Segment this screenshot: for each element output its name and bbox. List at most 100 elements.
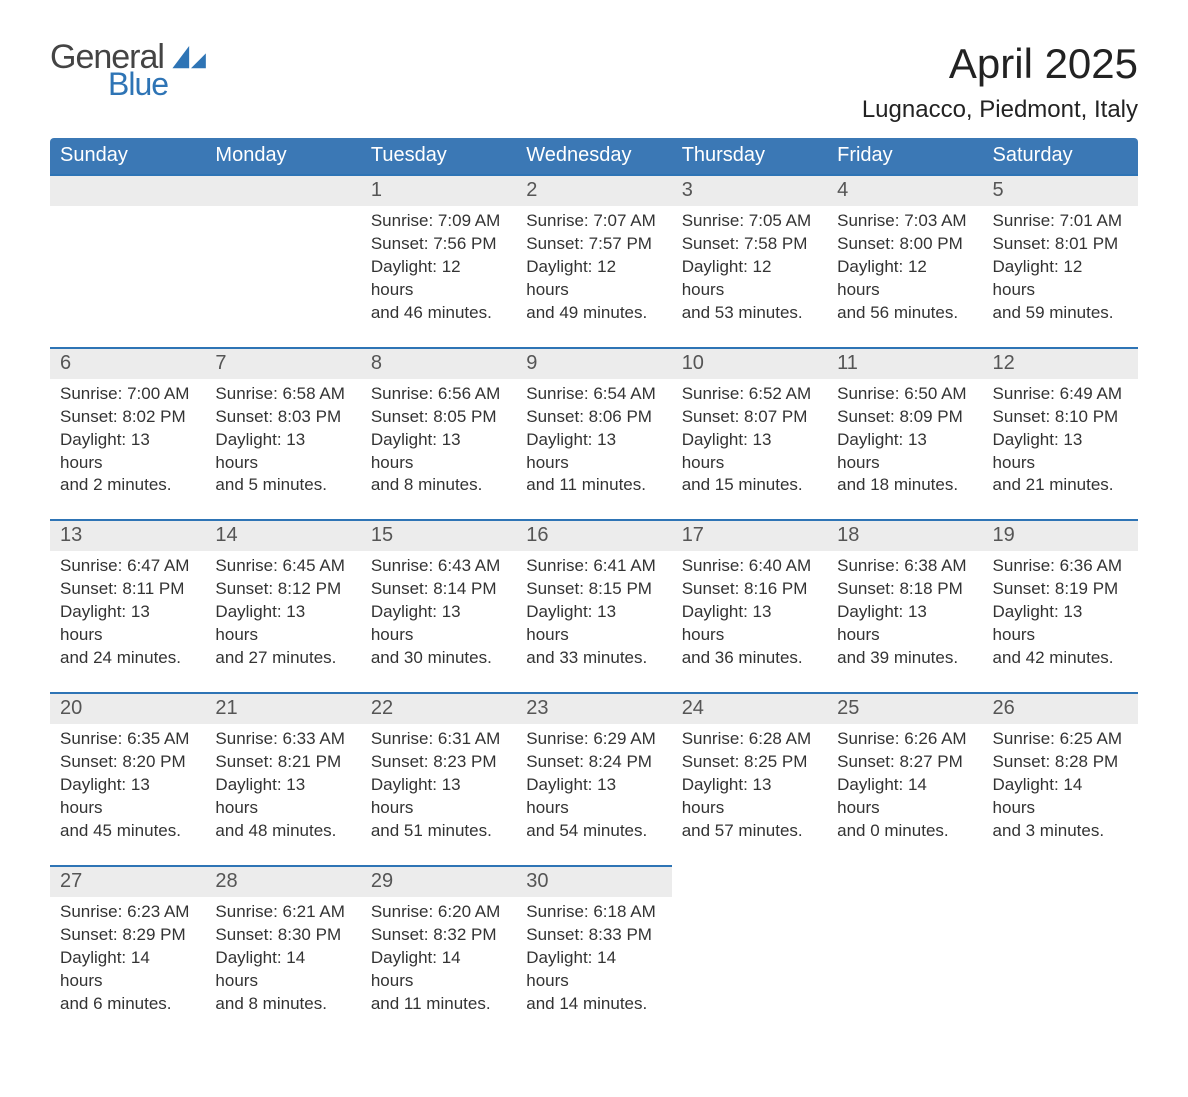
daylight-line: Daylight: 12 hoursand 49 minutes. [526,256,661,325]
sunrise-line: Sunrise: 6:23 AM [60,901,195,924]
day-details: Sunrise: 6:28 AMSunset: 8:25 PMDaylight:… [682,728,817,843]
sunset-line: Sunset: 8:12 PM [215,578,350,601]
sunrise-line: Sunrise: 6:40 AM [682,555,817,578]
daylight-line: Daylight: 13 hoursand 21 minutes. [993,429,1128,498]
day-details: Sunrise: 7:09 AMSunset: 7:56 PMDaylight:… [371,210,506,325]
day-number: 29 [371,870,393,892]
sunset-line: Sunset: 8:29 PM [60,924,195,947]
calendar-day: 10Sunrise: 6:52 AMSunset: 8:07 PMDayligh… [672,347,827,520]
day-number: 3 [682,179,693,201]
sunrise-line: Sunrise: 6:47 AM [60,555,195,578]
sunset-line: Sunset: 8:10 PM [993,406,1128,429]
weekday-header-row: SundayMondayTuesdayWednesdayThursdayFrid… [50,138,1138,174]
sunset-line: Sunset: 8:02 PM [60,406,195,429]
sunset-line: Sunset: 8:09 PM [837,406,972,429]
weekday-header: Friday [827,138,982,174]
day-number: 30 [526,870,548,892]
daylight-line: Daylight: 14 hoursand 3 minutes. [993,774,1128,843]
calendar-week: 20 Sunrise: 6:35 AMSunset: 8:20 PMDayligh… [50,692,1138,865]
weekday-header: Thursday [672,138,827,174]
day-number-band: 11 [827,347,982,379]
logo-word-blue: Blue [108,68,168,100]
day-number-band: 8 [361,347,516,379]
daylight-line: Daylight: 12 hoursand 46 minutes. [371,256,506,325]
day-details: Sunrise: 6:36 AMSunset: 8:19 PMDaylight:… [993,555,1128,670]
day-number-band: 24 [672,692,827,724]
sunset-line: Sunset: 8:20 PM [60,751,195,774]
day-number: 25 [837,697,859,719]
day-number: 20 [60,697,82,719]
sunset-line: Sunset: 8:24 PM [526,751,661,774]
sunrise-line: Sunrise: 6:31 AM [371,728,506,751]
sunset-line: Sunset: 8:30 PM [215,924,350,947]
calendar-day: 27 Sunrise: 6:23 AMSunset: 8:29 PMDayligh… [50,865,205,1038]
day-number: 18 [837,524,859,546]
day-number-band: 19 [983,519,1138,551]
sunrise-line: Sunrise: 6:56 AM [371,383,506,406]
calendar-day: 6Sunrise: 7:00 AMSunset: 8:02 PMDaylight… [50,347,205,520]
topbar: General Blue April 2025 Lugnacco, Piedmo… [50,40,1138,124]
daylight-line: Daylight: 13 hoursand 8 minutes. [371,429,506,498]
day-number: 27 [60,870,82,892]
sunrise-line: Sunrise: 7:05 AM [682,210,817,233]
day-number: 4 [837,179,848,201]
day-details: Sunrise: 6:35 AMSunset: 8:20 PMDaylight:… [60,728,195,843]
sunrise-line: Sunrise: 6:21 AM [215,901,350,924]
day-details: Sunrise: 6:41 AMSunset: 8:15 PMDaylight:… [526,555,661,670]
daylight-line: Daylight: 13 hoursand 45 minutes. [60,774,195,843]
sunset-line: Sunset: 8:06 PM [526,406,661,429]
daylight-line: Daylight: 12 hoursand 53 minutes. [682,256,817,325]
sunrise-line: Sunrise: 6:33 AM [215,728,350,751]
calendar-day: 4Sunrise: 7:03 AMSunset: 8:00 PMDaylight… [827,174,982,347]
calendar-day: 24 Sunrise: 6:28 AMSunset: 8:25 PMDayligh… [672,692,827,865]
daylight-line: Daylight: 13 hoursand 27 minutes. [215,601,350,670]
day-number: 11 [837,352,858,374]
daylight-line: Daylight: 14 hoursand 6 minutes. [60,947,195,1016]
sunrise-line: Sunrise: 6:18 AM [526,901,661,924]
day-number-band: 26 [983,692,1138,724]
calendar-day: 15Sunrise: 6:43 AMSunset: 8:14 PMDayligh… [361,519,516,692]
calendar-day: 26Sunrise: 6:25 AMSunset: 8:28 PMDayligh… [983,692,1138,865]
calendar: SundayMondayTuesdayWednesdayThursdayFrid… [50,138,1138,1037]
calendar-day: 3Sunrise: 7:05 AMSunset: 7:58 PMDaylight… [672,174,827,347]
day-number: 28 [215,870,237,892]
daylight-line: Daylight: 13 hoursand 36 minutes. [682,601,817,670]
day-number: 6 [60,352,71,374]
day-number-band: 14 [205,519,360,551]
day-details: Sunrise: 7:01 AMSunset: 8:01 PMDaylight:… [993,210,1128,325]
day-number: 7 [215,352,226,374]
day-number-band: 22 [361,692,516,724]
day-number-band: 1 [361,174,516,206]
sunrise-line: Sunrise: 7:01 AM [993,210,1128,233]
day-details: Sunrise: 7:07 AMSunset: 7:57 PMDaylight:… [526,210,661,325]
day-number-band: 20 [50,692,205,724]
day-number-band: 13 [50,519,205,551]
calendar-day: 19 Sunrise: 6:36 AMSunset: 8:19 PMDayligh… [983,519,1138,692]
sunset-line: Sunset: 8:18 PM [837,578,972,601]
weekday-header: Sunday [50,138,205,174]
sunset-line: Sunset: 8:23 PM [371,751,506,774]
sunrise-line: Sunrise: 6:26 AM [837,728,972,751]
sunset-line: Sunset: 8:28 PM [993,751,1128,774]
daylight-line: Daylight: 12 hoursand 59 minutes. [993,256,1128,325]
calendar-day: 23Sunrise: 6:29 AMSunset: 8:24 PMDayligh… [516,692,671,865]
daylight-line: Daylight: 13 hoursand 2 minutes. [60,429,195,498]
title-block: April 2025 Lugnacco, Piedmont, Italy [862,40,1138,124]
day-number-band: 21 [205,692,360,724]
sunrise-line: Sunrise: 6:58 AM [215,383,350,406]
calendar-week: ..1Sunrise: 7:09 AMSunset: 7:56 PMDaylig… [50,174,1138,347]
calendar-day: 20 Sunrise: 6:35 AMSunset: 8:20 PMDayligh… [50,692,205,865]
day-details: Sunrise: 6:52 AMSunset: 8:07 PMDaylight:… [682,383,817,498]
calendar-weeks: ..1Sunrise: 7:09 AMSunset: 7:56 PMDaylig… [50,174,1138,1037]
day-number: 24 [682,697,704,719]
day-number-band: 30 [516,865,671,897]
day-details: Sunrise: 6:49 AMSunset: 8:10 PMDaylight:… [993,383,1128,498]
page-title: April 2025 [862,40,1138,88]
calendar-day: 8Sunrise: 6:56 AMSunset: 8:05 PMDaylight… [361,347,516,520]
calendar-day: 11Sunrise: 6:50 AMSunset: 8:09 PMDayligh… [827,347,982,520]
daylight-line: Daylight: 13 hoursand 42 minutes. [993,601,1128,670]
calendar-day: 14Sunrise: 6:45 AMSunset: 8:12 PMDayligh… [205,519,360,692]
sunrise-line: Sunrise: 6:52 AM [682,383,817,406]
calendar-day-empty [983,865,1138,1038]
logo: General Blue [50,40,210,100]
